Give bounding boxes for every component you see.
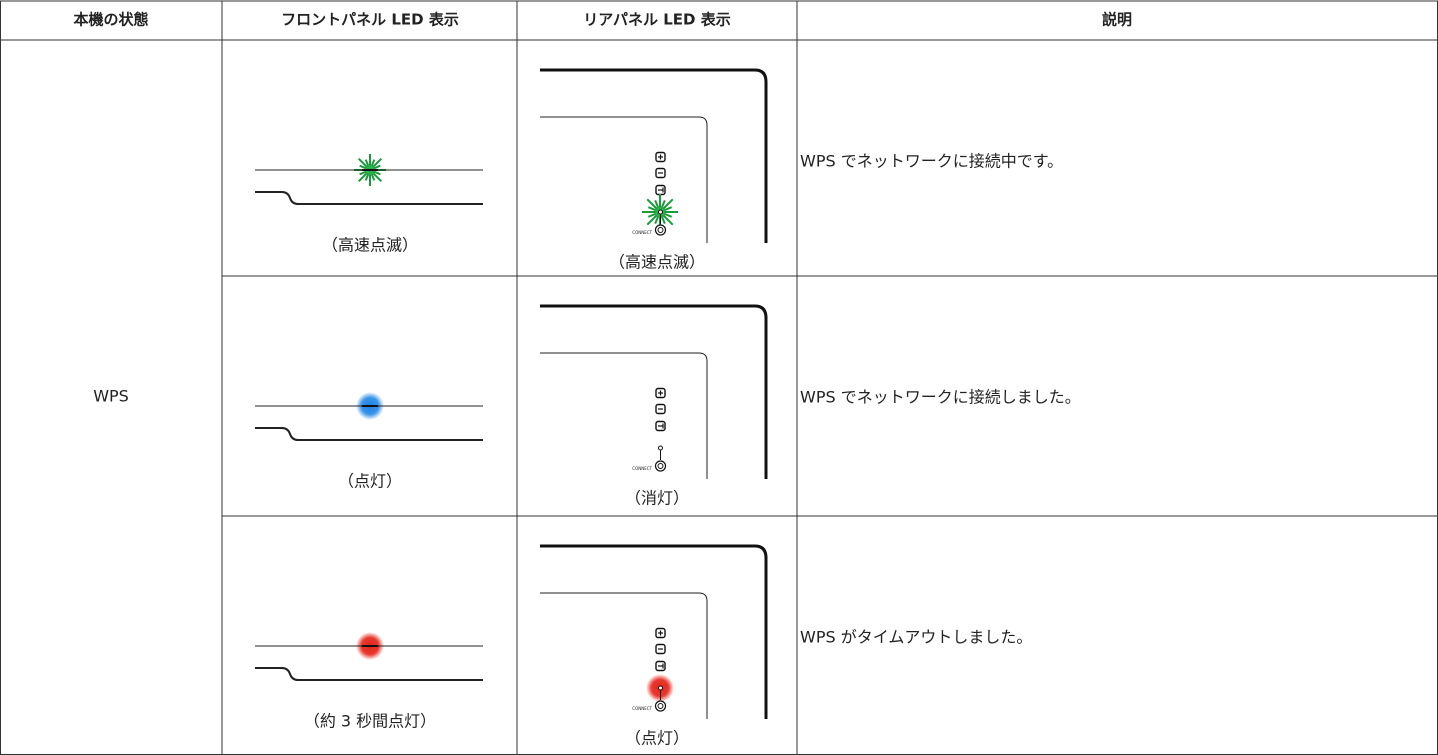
- description: WPS でネットワークに接続しました。: [800, 388, 1081, 407]
- connect-label: CONNECT: [632, 230, 652, 235]
- header-cell: リアパネル LED 表示: [583, 11, 730, 29]
- front-caption: （約 3 秒間点灯）: [304, 712, 436, 731]
- connect-button: [654, 224, 667, 236]
- connect-button: [654, 700, 667, 712]
- rear-outline: [540, 68, 768, 243]
- panel-edge: [255, 667, 483, 681]
- row: （点灯） CONNECT （消灯） WPS でネットワークに接続しました。: [255, 304, 1081, 508]
- rear-caption: （高速点滅）: [609, 253, 705, 272]
- state-cell: WPS: [93, 387, 129, 406]
- front-caption: （点灯）: [338, 472, 402, 491]
- rear-led: [658, 685, 663, 691]
- description: WPS がタイムアウトしました。: [800, 628, 1032, 647]
- rear-inner: [540, 352, 708, 479]
- rear-outline: [540, 544, 768, 719]
- connect-label: CONNECT: [632, 466, 652, 471]
- row: （約 3 秒間点灯） CONNECT （点灯） WPS がタイムアウトしました。: [255, 544, 1032, 748]
- header-cell: 本機の状態: [73, 11, 148, 29]
- header-cell: フロントパネル LED 表示: [281, 11, 459, 29]
- front-caption: （高速点滅）: [322, 236, 418, 255]
- connect-button: [654, 460, 667, 472]
- rear-led: [658, 209, 663, 215]
- rear-caption: （点灯）: [625, 729, 689, 748]
- panel-edge: [255, 427, 483, 441]
- header-cell: 説明: [1102, 11, 1132, 29]
- row: （高速点滅） CONNECT （高速点滅） WPS でネットワークに接続中です。: [255, 68, 1063, 272]
- connect-button: [657, 463, 664, 469]
- rear-caption: （消灯）: [625, 489, 689, 508]
- rear-inner: [540, 116, 708, 243]
- rear-led: [658, 445, 663, 451]
- rear-inner: [540, 592, 708, 719]
- connect-button: [657, 227, 664, 233]
- panel-edge: [255, 191, 483, 205]
- description: WPS でネットワークに接続中です。: [800, 152, 1063, 171]
- connect-button: [657, 703, 664, 709]
- rear-outline: [540, 304, 768, 479]
- connect-label: CONNECT: [632, 706, 652, 711]
